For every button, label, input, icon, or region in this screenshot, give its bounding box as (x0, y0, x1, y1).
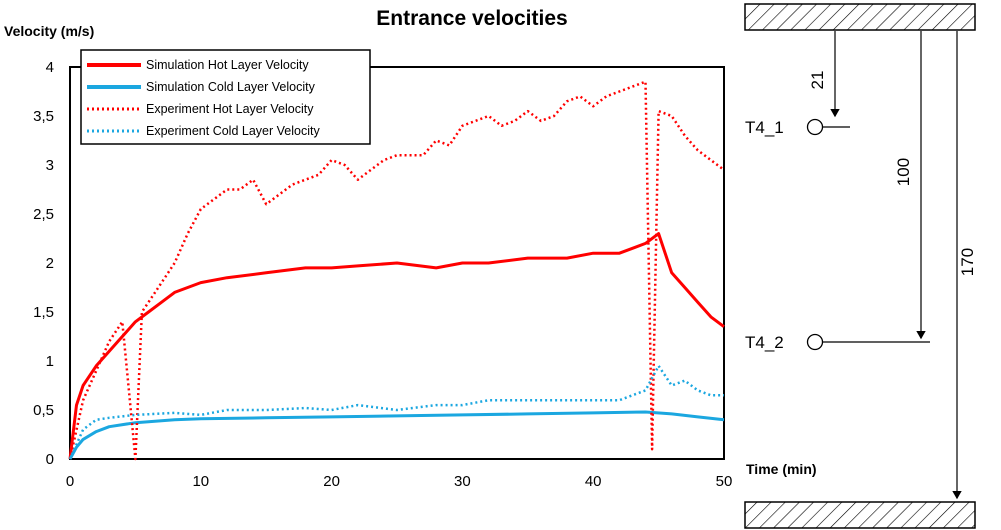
x-axis-title: Time (min) (746, 461, 817, 477)
y-tick-label: 1,5 (33, 304, 54, 321)
legend: Simulation Hot Layer Velocity Simulation… (80, 49, 371, 145)
tick-layer: 0 10 20 30 40 50 0 0,5 1 1,5 2 2,5 3 3,5 4 (33, 59, 732, 490)
sensor-diagram: 21 100 170 T4_1 T4_2 (744, 3, 977, 529)
y-tick-label: 4 (46, 59, 54, 76)
y-tick-label: 0,5 (33, 402, 54, 419)
y-tick-label: 1 (46, 353, 54, 370)
legend-label-exp-cold: Experiment Cold Layer Velocity (146, 124, 320, 138)
legend-label-sim-cold: Simulation Cold Layer Velocity (146, 80, 316, 94)
x-tick-label: 50 (716, 473, 733, 490)
y-tick-label: 3 (46, 157, 54, 174)
y-tick-label: 0 (46, 451, 54, 468)
x-tick-label: 20 (323, 473, 340, 490)
chart-title: Entrance velocities (376, 7, 567, 30)
dim-label-21: 21 (808, 71, 827, 90)
x-tick-label: 40 (585, 473, 602, 490)
legend-label-sim-hot: Simulation Hot Layer Velocity (146, 58, 309, 72)
series-layer (68, 80, 725, 461)
bottom-wall (744, 501, 976, 529)
sensor-t4-1-marker (806, 118, 824, 136)
dim-label-100: 100 (894, 158, 913, 186)
series-line-1 (68, 232, 725, 460)
series-line-4 (68, 364, 724, 460)
x-tick-label: 10 (192, 473, 209, 490)
y-tick-label: 3,5 (33, 108, 54, 125)
y-tick-label: 2,5 (33, 206, 54, 223)
legend-label-exp-hot: Experiment Hot Layer Velocity (146, 102, 314, 116)
dim-label-170: 170 (958, 248, 977, 276)
x-tick-label: 0 (66, 473, 74, 490)
series-line-3 (68, 80, 725, 461)
x-tick-label: 30 (454, 473, 471, 490)
top-wall (744, 3, 976, 31)
sensor-label-t4-1: T4_1 (745, 118, 784, 137)
y-tick-label: 2 (46, 255, 54, 272)
y-axis-title: Velocity (m/s) (4, 23, 94, 39)
sensor-label-t4-2: T4_2 (745, 333, 784, 352)
sensor-t4-2-marker (806, 333, 824, 351)
series-line-2 (68, 410, 725, 460)
